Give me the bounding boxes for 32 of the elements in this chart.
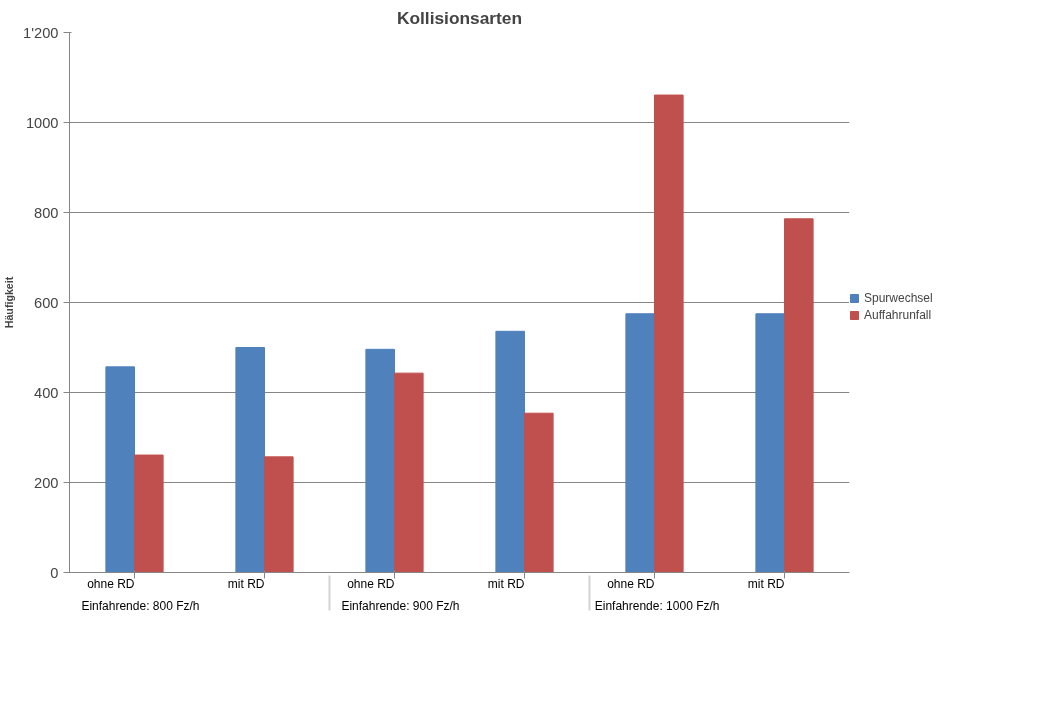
x-tick-label: ohne RD <box>347 576 395 591</box>
bar <box>625 313 655 573</box>
y-axis-title: Häufigkeit <box>3 276 16 329</box>
bar <box>495 330 525 573</box>
x-tick-label: ohne RD <box>87 576 135 591</box>
bar <box>365 348 395 573</box>
bar <box>755 313 785 573</box>
x-tick-label: mit RD <box>747 576 785 591</box>
y-tick-label: 400 <box>34 384 59 401</box>
x-tick-label: mit RD <box>487 576 525 591</box>
x-tick-label: ohne RD <box>607 576 655 591</box>
y-tick-label: 1000 <box>25 114 59 131</box>
legend-label: Auffahrunfall <box>864 308 932 322</box>
legend-label: Spurwechsel <box>864 291 933 305</box>
bar <box>394 372 424 573</box>
bar <box>134 454 164 573</box>
bar <box>784 218 814 573</box>
y-tick-label: 600 <box>34 294 59 311</box>
bar <box>524 412 554 573</box>
chart-title: Kollisionsarten <box>396 7 523 28</box>
bar <box>264 456 294 573</box>
y-tick-label: 800 <box>34 204 59 221</box>
bar <box>235 347 265 573</box>
x-tick-label: mit RD <box>227 576 265 591</box>
y-tick-label: 200 <box>34 474 59 491</box>
y-tick-label: 1'200 <box>23 24 59 41</box>
text: Einfahrende: 1000 Fz/h <box>594 598 720 613</box>
text: Einfahrende: 800 Fz/h <box>81 598 200 613</box>
bar <box>654 94 684 573</box>
text: Einfahrende: 900 Fz/h <box>341 598 460 613</box>
bar <box>105 366 135 573</box>
y-tick-label: 0 <box>50 564 59 581</box>
